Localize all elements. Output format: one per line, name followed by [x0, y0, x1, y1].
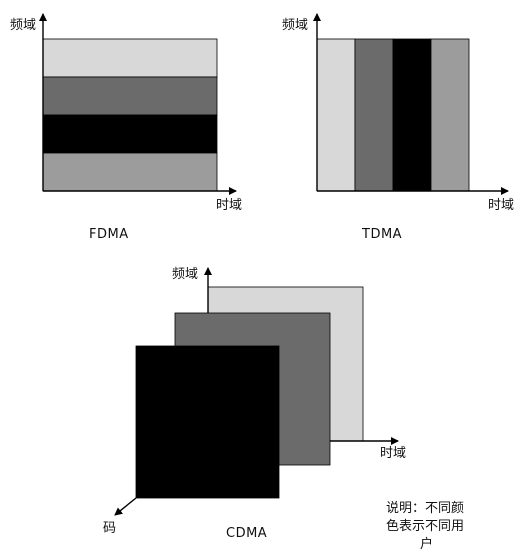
- tdma-slot-1: [316, 38, 356, 192]
- cdma-diagram: 频域 时域 码 CDMA: [103, 267, 406, 541]
- fdma-caption: FDMA: [89, 227, 129, 242]
- fdma-band-4: [42, 152, 218, 192]
- tdma-diagram: 频域 时域 TDMA: [282, 13, 514, 242]
- legend-note-line-1: 说明：不同颜: [386, 500, 464, 516]
- cdma-x-axis-label: 时域: [380, 446, 406, 461]
- tdma-caption: TDMA: [361, 227, 402, 242]
- legend-note: 说明：不同颜 色表示不同用 户: [386, 500, 464, 552]
- cdma-z-axis: [114, 497, 137, 516]
- cdma-layer-front: [135, 345, 280, 499]
- fdma-diagram: 频域 时域 FDMA: [10, 13, 242, 242]
- tdma-x-axis-label: 时域: [488, 198, 514, 213]
- tdma-slot-3: [392, 38, 432, 192]
- cdma-caption: CDMA: [226, 526, 267, 541]
- tdma-slot-4: [430, 38, 470, 192]
- fdma-band-3: [42, 114, 218, 154]
- legend-note-line-3: 户: [420, 536, 433, 552]
- tdma-y-axis-label: 频域: [282, 18, 308, 33]
- fdma-x-axis-label: 时域: [216, 198, 242, 213]
- cdma-y-axis-label: 频域: [172, 267, 198, 282]
- legend-note-line-2: 色表示不同用: [386, 518, 464, 534]
- fdma-band-1: [42, 38, 218, 78]
- fdma-y-axis-label: 频域: [10, 18, 36, 33]
- fdma-band-2: [42, 76, 218, 116]
- tdma-slot-2: [354, 38, 394, 192]
- cdma-z-axis-label: 码: [103, 521, 116, 536]
